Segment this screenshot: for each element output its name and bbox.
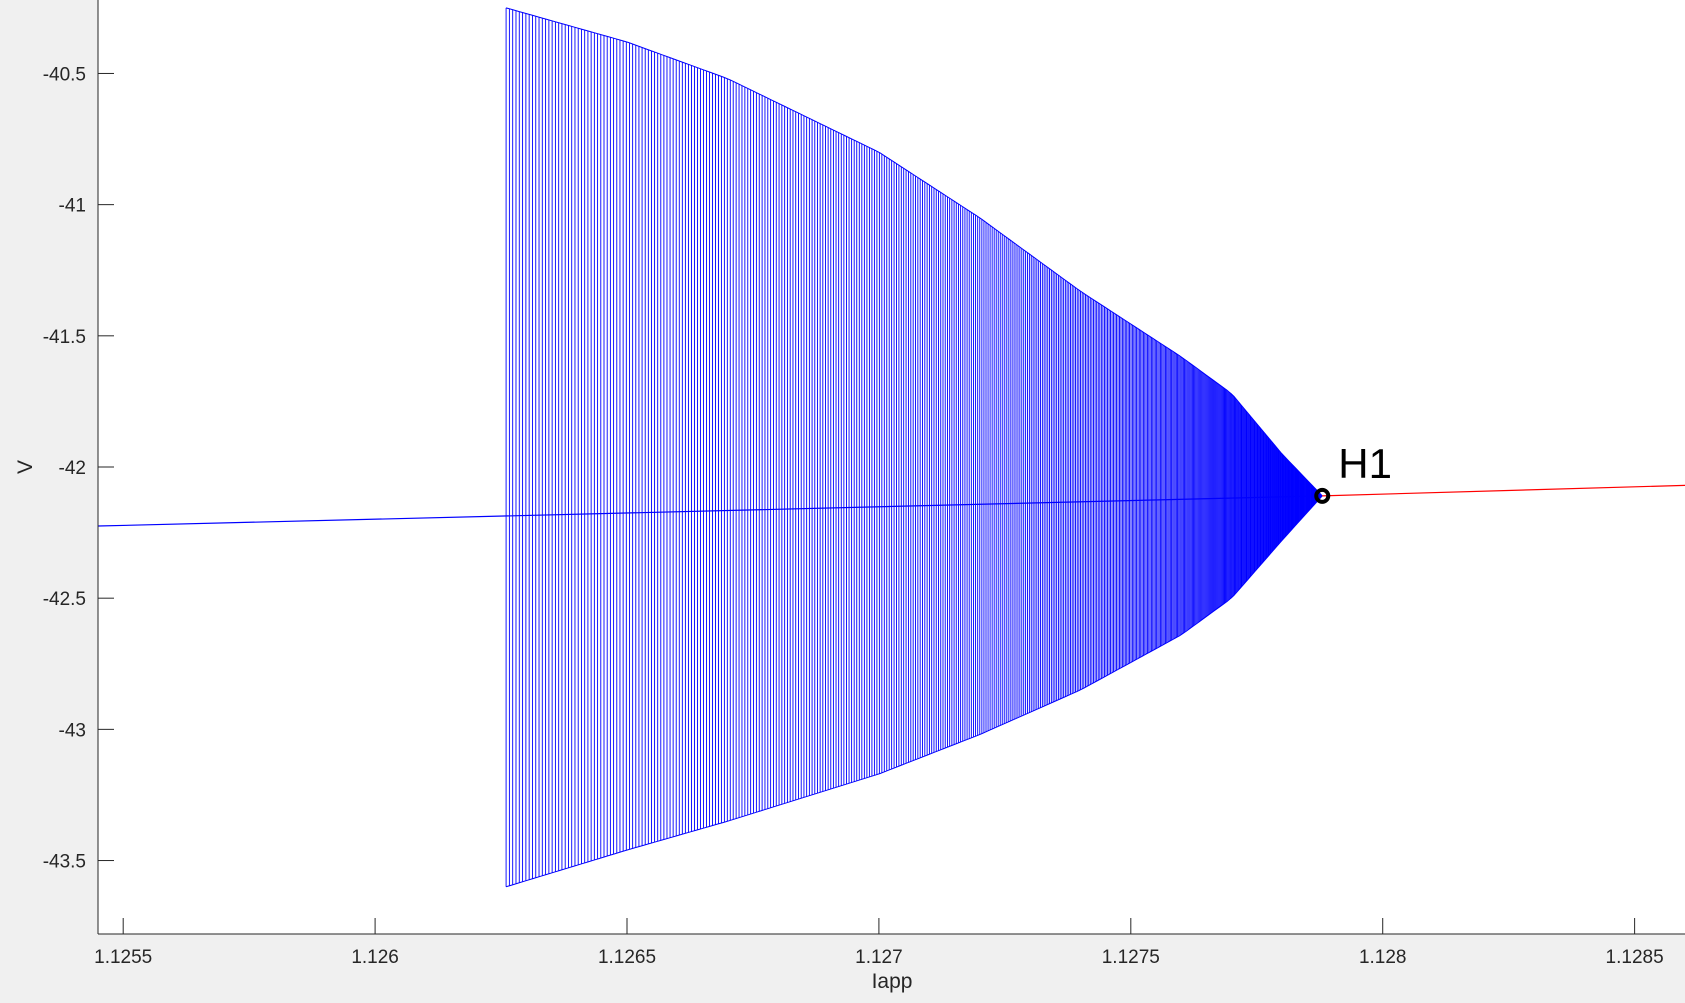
x-tick-label: 1.126 — [351, 947, 399, 968]
x-tick-label: 1.1275 — [1102, 947, 1160, 968]
y-tick-label: -43 — [59, 720, 86, 741]
limit-cycle-layer — [505, 7, 1323, 888]
x-tick-label: 1.127 — [855, 947, 903, 968]
y-tick-label: -42 — [59, 458, 86, 479]
x-tick-label: 1.1285 — [1606, 947, 1664, 968]
x-axis-label: Iapp — [872, 970, 913, 993]
x-tick-label: 1.1255 — [94, 947, 152, 968]
equilibrium-unstable-branch — [1322, 484, 1685, 497]
y-tick-label: -43.5 — [43, 852, 86, 873]
y-tick-label: -41 — [59, 196, 86, 217]
y-tick-label: -42.5 — [43, 589, 86, 610]
y-axis-label: V — [14, 460, 37, 474]
hopf-point-marker — [1314, 487, 1331, 504]
y-tick-label: -41.5 — [43, 327, 86, 348]
equilibrium-stable-branch — [97, 495, 1323, 527]
y-tick-label: -40.5 — [43, 64, 86, 85]
equilibrium-curve-layer — [97, 484, 1685, 527]
x-tick-label: 1.128 — [1359, 947, 1407, 968]
y-ticks: -40.5 -41 -41.5 -42 -42.5 -43 -43.5 — [43, 64, 114, 873]
x-tick-label: 1.1265 — [598, 947, 656, 968]
hopf-label: H1 — [1338, 440, 1392, 487]
x-ticks: 1.1255 1.126 1.1265 1.127 1.1275 1.128 1.1285 — [94, 918, 1664, 968]
marker-layer: H1 — [1314, 440, 1392, 504]
